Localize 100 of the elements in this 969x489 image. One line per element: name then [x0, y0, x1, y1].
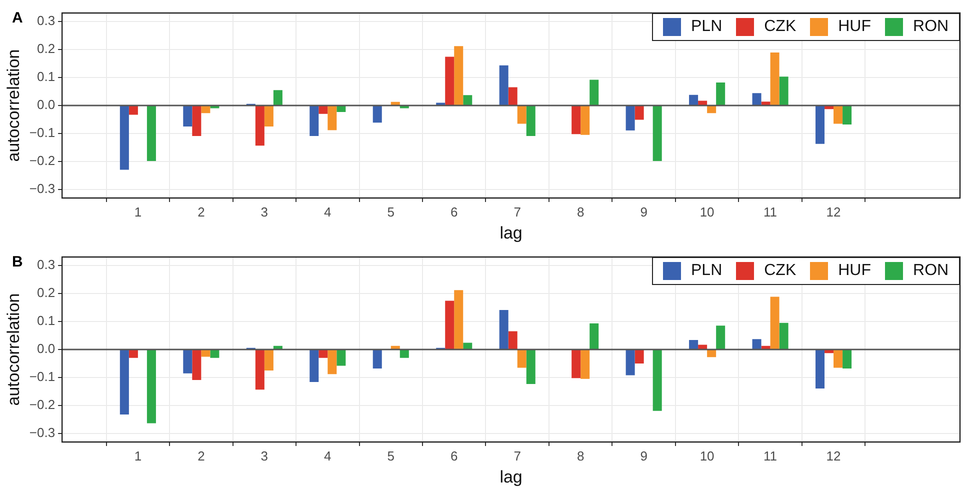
x-tick-label: 7 [514, 448, 521, 464]
y-tick-label: 0.2 [36, 41, 56, 56]
bar [707, 350, 716, 358]
bar [626, 106, 635, 130]
y-tick-label: 0.1 [36, 313, 56, 328]
bar [201, 350, 210, 357]
x-tick-label: 7 [514, 204, 521, 220]
x-tick-label: 2 [198, 448, 205, 464]
bar [273, 346, 282, 349]
bar [183, 106, 192, 127]
bar [842, 106, 852, 125]
bar [128, 106, 138, 115]
bar [770, 296, 780, 349]
bar [526, 350, 536, 384]
bar [273, 90, 282, 105]
bar [590, 80, 599, 105]
bar [499, 310, 508, 349]
bar [328, 350, 337, 374]
x-tick-label: 4 [324, 448, 332, 464]
bar [508, 87, 518, 105]
x-tick-label: 12 [826, 204, 841, 220]
bar [372, 350, 382, 369]
legend-label: PLN [691, 18, 722, 36]
bar [652, 350, 662, 411]
bar [716, 326, 726, 349]
legend-label: PLN [691, 262, 722, 280]
x-tick-label: 10 [700, 204, 714, 220]
legend-label: CZK [764, 262, 796, 280]
x-tick-label: 9 [640, 448, 648, 464]
y-tick-label: −0.3 [29, 181, 56, 196]
bar [634, 350, 644, 364]
bar [128, 350, 138, 358]
x-tick-label: 4 [324, 204, 332, 220]
bar [310, 106, 319, 136]
bar [372, 106, 382, 123]
y-tick-label: −0.2 [29, 397, 56, 412]
x-tick-label: 8 [576, 448, 584, 464]
bar [716, 82, 726, 105]
y-tick-label: 0.3 [36, 256, 56, 272]
y-axis-title: autocorrelation [4, 49, 23, 162]
x-axis-title: lag [500, 467, 522, 486]
bar [834, 350, 843, 368]
y-tick-label: 0.0 [36, 97, 56, 112]
bar [517, 350, 526, 368]
bar [499, 65, 508, 105]
bar [590, 323, 599, 349]
y-tick-label: −0.1 [29, 369, 56, 384]
bar [752, 93, 762, 105]
bar [120, 106, 129, 170]
bar [572, 106, 581, 134]
bar [526, 106, 536, 136]
x-tick-label: 11 [764, 204, 778, 220]
bar [445, 300, 454, 349]
bar [689, 94, 698, 105]
x-tick-label: 10 [700, 448, 714, 464]
x-tick-label: 3 [260, 448, 268, 464]
bar [707, 106, 716, 114]
x-tick-label: 6 [450, 448, 458, 464]
bar [580, 106, 590, 135]
bar [210, 350, 220, 358]
bar [328, 106, 337, 130]
bar [816, 106, 825, 144]
bar [120, 350, 129, 415]
y-tick-label: −0.3 [29, 425, 56, 440]
bar [255, 106, 264, 146]
bar [454, 290, 464, 349]
y-tick-label: 0.1 [36, 69, 56, 84]
bar [255, 350, 264, 390]
bar [146, 106, 156, 161]
legend-label: RON [913, 262, 949, 280]
bar [508, 331, 518, 349]
chart-title: B [12, 254, 23, 271]
x-tick-label: 1 [134, 448, 142, 464]
bar [390, 102, 400, 105]
legend-label: CZK [764, 18, 796, 36]
bar [779, 322, 788, 349]
bar [463, 95, 472, 105]
y-tick-label: 0.0 [36, 341, 56, 356]
y-tick-label: −0.2 [29, 153, 56, 168]
bar [816, 350, 825, 388]
bar [445, 56, 454, 105]
x-tick-label: 8 [576, 204, 584, 220]
bar [626, 350, 635, 376]
bar [634, 106, 644, 120]
y-tick-label: −0.1 [29, 125, 56, 140]
bar [318, 106, 328, 114]
bar [183, 350, 192, 374]
bar [834, 106, 843, 124]
x-tick-label: 3 [260, 204, 268, 220]
legend-label: HUF [838, 262, 872, 280]
bar [192, 350, 202, 380]
bar [770, 52, 780, 105]
bar [264, 106, 274, 127]
x-tick-label: 11 [764, 448, 778, 464]
x-axis-title: lag [500, 223, 522, 242]
x-tick-label: 2 [198, 204, 205, 220]
bar [761, 346, 770, 349]
legend-label: RON [913, 18, 949, 36]
bar [454, 46, 464, 105]
bar [842, 350, 852, 369]
